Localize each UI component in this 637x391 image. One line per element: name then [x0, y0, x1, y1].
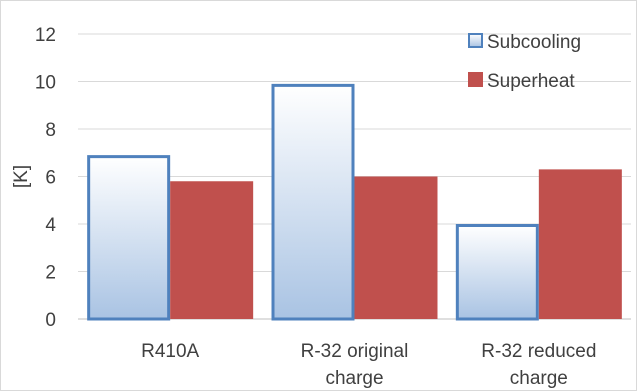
x-axis-ticks: R410A R-32 original charge R-32 reduced char… — [141, 341, 596, 389]
x-tick-label: R410A — [141, 341, 199, 362]
bar-superheat — [354, 176, 438, 319]
bars — [87, 83, 622, 321]
y-axis-title: [K] — [11, 165, 32, 188]
y-tick-label: 6 — [45, 168, 56, 189]
legend-swatch-subcooling — [468, 33, 483, 48]
x-tick-label-line: R-32 reduced — [481, 341, 596, 362]
y-tick-label: 0 — [45, 310, 56, 331]
x-tick-label-line: charge — [510, 368, 568, 389]
legend: Subcooling Superheat — [468, 32, 581, 92]
legend-label: Subcooling — [487, 32, 581, 53]
x-tick-label-line: R410A — [141, 341, 199, 362]
legend-label: Superheat — [487, 71, 575, 92]
bar-subcooling — [87, 155, 171, 321]
y-tick-label: 10 — [35, 73, 56, 94]
y-axis-ticks: 0 2 4 6 8 10 12 — [35, 25, 57, 331]
bar-superheat — [170, 181, 254, 319]
bar-superheat — [538, 169, 622, 319]
x-tick-label-line: R-32 original — [301, 341, 409, 362]
y-tick-label: 8 — [45, 120, 56, 141]
y-tick-label: 4 — [45, 215, 56, 236]
legend-swatch-superheat — [468, 72, 483, 87]
y-tick-label: 2 — [45, 263, 56, 284]
bar-subcooling — [271, 83, 355, 321]
x-tick-label-line: charge — [325, 368, 383, 389]
x-tick-label: R-32 original charge — [301, 341, 409, 389]
bar-subcooling — [455, 224, 539, 321]
x-tick-label: R-32 reduced charge — [481, 341, 596, 389]
y-tick-label: 12 — [35, 25, 56, 46]
